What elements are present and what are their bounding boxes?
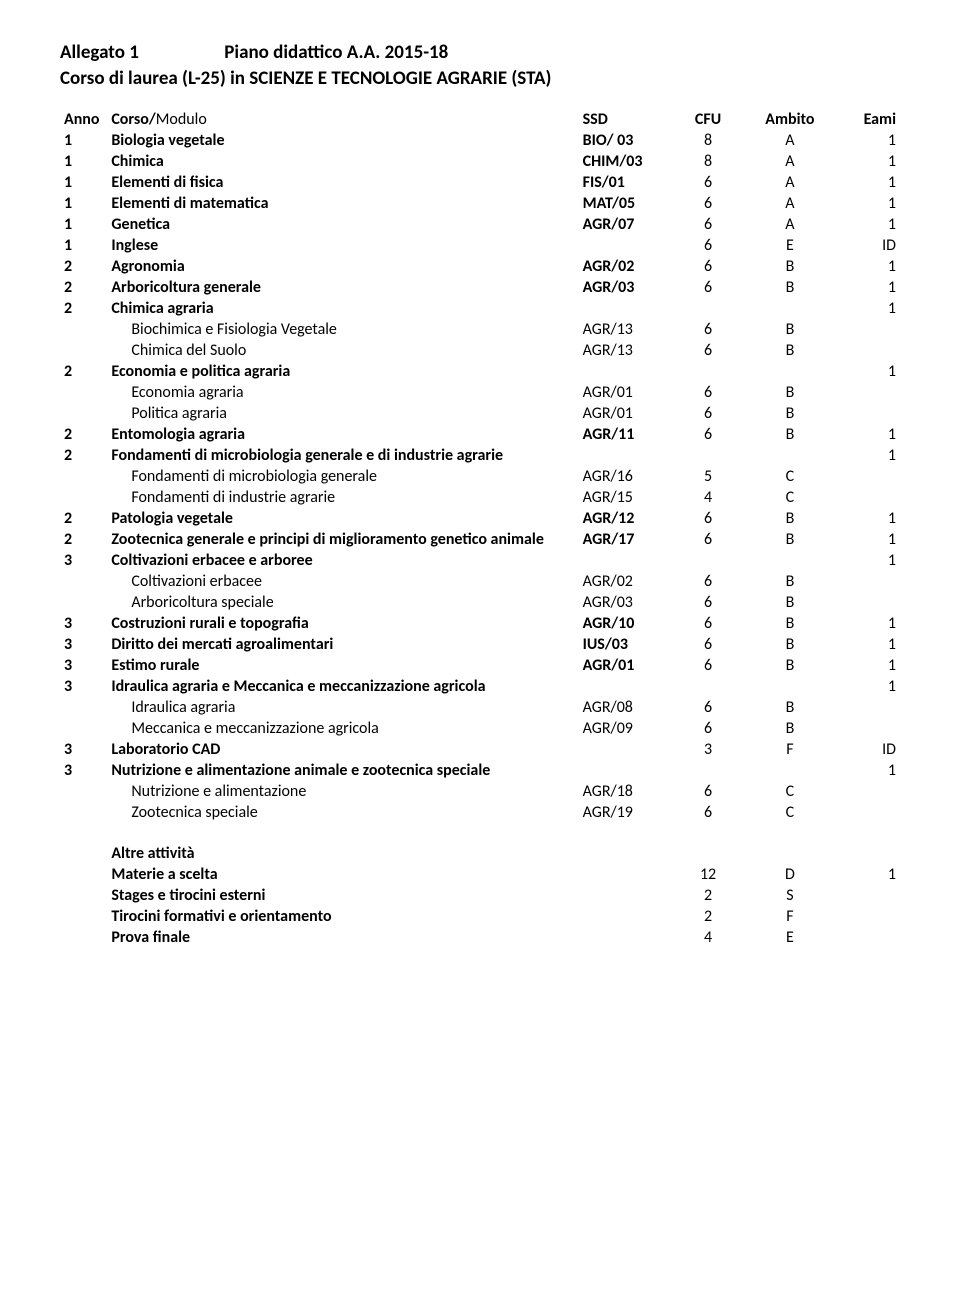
table-row: 1ChimicaCHIM/038A1 [60, 151, 900, 172]
table-row: Prova finale4E [60, 927, 900, 948]
curriculum-table: AnnoCorso/ModuloSSDCFUAmbitoEami1Biologi… [60, 109, 900, 948]
table-row: Nutrizione e alimentazioneAGR/186C [60, 781, 900, 802]
table-row: Fondamenti di industrie agrarieAGR/154C [60, 487, 900, 508]
table-row: Zootecnica specialeAGR/196C [60, 802, 900, 823]
table-row: Fondamenti di microbiologia generaleAGR/… [60, 466, 900, 487]
table-row: 2Zootecnica generale e principi di migli… [60, 529, 900, 550]
table-row: Materie a scelta12D1 [60, 864, 900, 885]
table-row: 1Biologia vegetaleBIO/ 038A1 [60, 130, 900, 151]
table-header-row: AnnoCorso/ModuloSSDCFUAmbitoEami [60, 109, 900, 130]
table-row: 2AgronomiaAGR/026B1 [60, 256, 900, 277]
table-row: 3Estimo ruraleAGR/016B1 [60, 655, 900, 676]
table-row: Meccanica e meccanizzazione agricolaAGR/… [60, 718, 900, 739]
table-row: Biochimica e Fisiologia VegetaleAGR/136B [60, 319, 900, 340]
table-row: Arboricoltura specialeAGR/036B [60, 592, 900, 613]
table-row: 2Entomologia agrariaAGR/116B1 [60, 424, 900, 445]
table-row: Coltivazioni erbaceeAGR/026B [60, 571, 900, 592]
allegato-label: Allegato 1 [60, 40, 220, 66]
table-row: 3Costruzioni rurali e topografiaAGR/106B… [60, 613, 900, 634]
table-row: Idraulica agrariaAGR/086B [60, 697, 900, 718]
table-row: 1Inglese6EID [60, 235, 900, 256]
corso-label: Corso di laurea (L-25) in SCIENZE E TECN… [60, 66, 900, 92]
table-row: Economia agrariaAGR/016B [60, 382, 900, 403]
table-row: 2Chimica agraria1 [60, 298, 900, 319]
table-row: Stages e tirocini esterni2S [60, 885, 900, 906]
document-header: Allegato 1 Piano didattico A.A. 2015-18 … [60, 40, 900, 91]
piano-label: Piano didattico A.A. 2015-18 [224, 41, 448, 64]
table-row: 2Fondamenti di microbiologia generale e … [60, 445, 900, 466]
table-row: 3Laboratorio CAD3FID [60, 739, 900, 760]
table-row: 3Idraulica agraria e Meccanica e meccani… [60, 676, 900, 697]
altre-title-row: Altre attività [60, 843, 900, 864]
table-row: 1Elementi di fisicaFIS/016A1 [60, 172, 900, 193]
table-row: Chimica del SuoloAGR/136B [60, 340, 900, 361]
table-row: 1GeneticaAGR/076A1 [60, 214, 900, 235]
table-row: 3Coltivazioni erbacee e arboree1 [60, 550, 900, 571]
table-row: 2Patologia vegetaleAGR/126B1 [60, 508, 900, 529]
table-row: 2Economia e politica agraria1 [60, 361, 900, 382]
table-row: 2Arboricoltura generaleAGR/036B1 [60, 277, 900, 298]
table-row: Politica agrariaAGR/016B [60, 403, 900, 424]
table-row: 3Diritto dei mercati agroalimentariIUS/0… [60, 634, 900, 655]
table-row: Tirocini formativi e orientamento2F [60, 906, 900, 927]
table-row: 3Nutrizione e alimentazione animale e zo… [60, 760, 900, 781]
table-row: 1Elementi di matematicaMAT/056A1 [60, 193, 900, 214]
